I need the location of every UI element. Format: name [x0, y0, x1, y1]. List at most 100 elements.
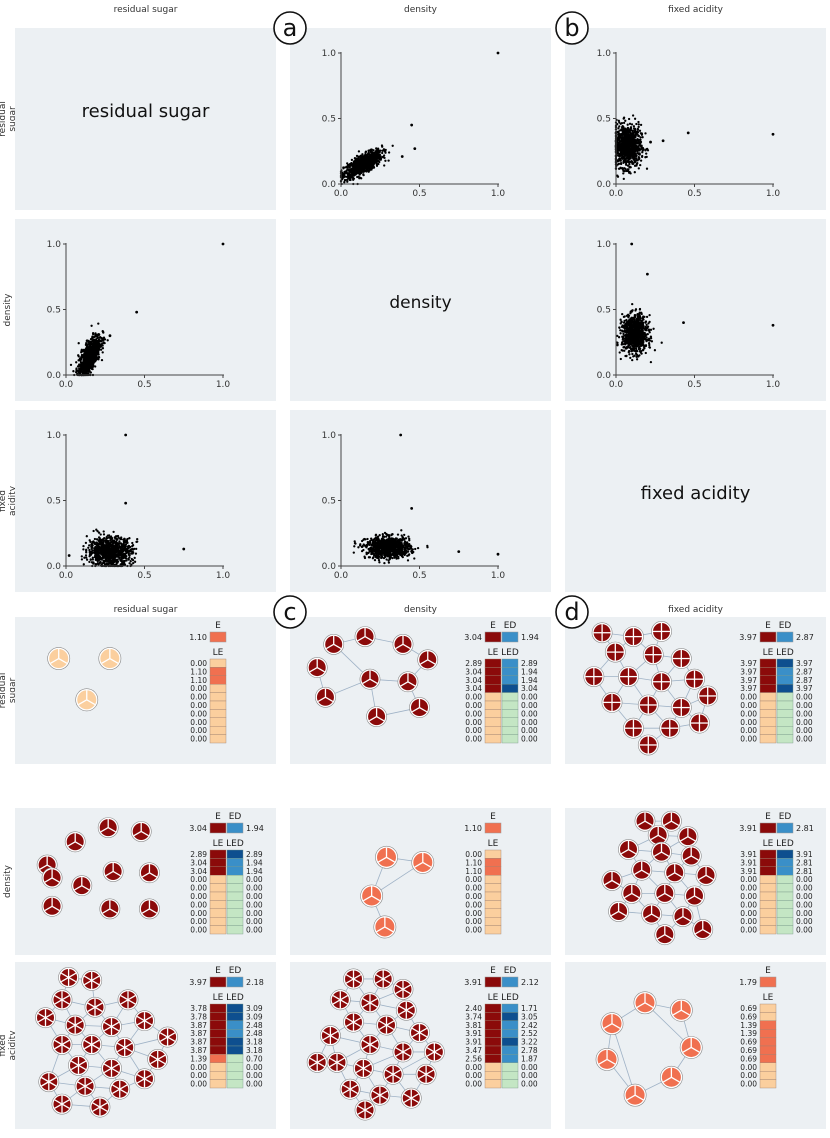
x-tick-label: 0.0 [609, 189, 624, 199]
scatter-point [638, 167, 640, 169]
x-tick-label: 0.5 [412, 189, 426, 199]
scatter-point [649, 346, 651, 348]
scatter-point [640, 132, 642, 134]
scatter-point [87, 372, 89, 374]
scatter-point [395, 557, 397, 559]
scatter-point [357, 546, 359, 548]
scatter-point [661, 342, 663, 344]
scatter-point [85, 549, 87, 551]
scatter-outlier-point [662, 139, 665, 142]
scatter-point [636, 131, 638, 133]
scatter-point [635, 135, 637, 137]
scatter-point [100, 337, 102, 339]
scatter-point [101, 359, 103, 361]
y-tick-label: 0.0 [597, 180, 612, 190]
scatter-point [630, 161, 632, 163]
scatter-point [350, 174, 352, 176]
scatter-point [86, 367, 88, 369]
scatter-point [631, 123, 633, 125]
scatter-point [633, 131, 635, 133]
scatter-point [351, 159, 353, 161]
scatter-outlier-point [682, 321, 685, 324]
scatter-point [116, 538, 118, 540]
scatter-point [622, 126, 624, 128]
scatter-point [631, 330, 633, 332]
scatter-point [381, 152, 383, 154]
scatter-point [385, 558, 387, 560]
scatter-point [634, 158, 636, 160]
scatter-point [96, 337, 98, 339]
scatter-point [639, 341, 641, 343]
scatter-point [383, 157, 385, 159]
scatter-point [384, 532, 386, 534]
scatter-point [114, 553, 116, 555]
scatter-point [85, 342, 87, 344]
scatter-point [624, 134, 626, 136]
scatter-point [79, 368, 81, 370]
scatter-point [344, 171, 346, 173]
scatter-point [361, 166, 363, 168]
scatter-point [628, 118, 630, 120]
scatter-point [632, 333, 634, 335]
x-tick-label: 0.0 [59, 380, 74, 390]
scatter-point [630, 157, 632, 159]
grid-column-header: fixed acidity [668, 5, 724, 15]
network-row-label: density [3, 864, 13, 898]
scatter-point [636, 159, 638, 161]
scatter-point [126, 549, 128, 551]
scatter-point [87, 547, 89, 549]
grid-column-header: density [404, 5, 438, 15]
scatter-point [110, 557, 112, 559]
scatter-point [94, 563, 96, 565]
scatter-point [91, 543, 93, 545]
scatter-point [82, 548, 84, 550]
scatter-point [624, 343, 626, 345]
scatter-point [94, 541, 96, 543]
scatter-point [101, 546, 103, 548]
scatter-point [632, 138, 634, 140]
scatter-point [631, 311, 633, 313]
y-tick-label: 0.0 [322, 180, 337, 190]
scatter-point [88, 549, 90, 551]
scatter-point [623, 316, 625, 318]
scatter-point [132, 551, 134, 553]
scatter-point [358, 156, 360, 158]
scatter-point [90, 546, 92, 548]
scatter-point [648, 344, 650, 346]
scatter-point [619, 136, 621, 138]
scatter-point [92, 333, 94, 335]
scatter-point [93, 341, 95, 343]
scatter-point [647, 322, 649, 324]
scatter-point [358, 176, 360, 178]
scatter-point [87, 348, 89, 350]
x-tick-label: 1.0 [766, 380, 781, 390]
scatter-point [642, 325, 644, 327]
scatter-point [628, 343, 630, 345]
scatter-point [627, 169, 629, 171]
scatter-point [379, 149, 381, 151]
scatter-point [357, 166, 359, 168]
scatter-point [624, 355, 626, 357]
scatter-point [636, 142, 638, 144]
scatter-point [123, 543, 125, 545]
scatter-point [392, 145, 394, 147]
scatter-point [78, 355, 80, 357]
scatter-point [623, 178, 625, 180]
y-tick-label: 1.0 [47, 240, 62, 250]
scatter-point [90, 354, 92, 356]
scatter-point [630, 127, 632, 129]
scatter-point [86, 345, 88, 347]
scatter-point [349, 165, 351, 167]
scatter-point [90, 325, 92, 327]
y-tick-label: 0.5 [322, 115, 336, 125]
row-label-line: residual [0, 101, 8, 137]
scatter-point [646, 316, 648, 318]
scatter-point [365, 156, 367, 158]
scatter-point [98, 356, 100, 358]
scatter-point [83, 367, 85, 369]
scatter-point [358, 150, 360, 152]
scatter-point [648, 314, 650, 316]
scatter-point [132, 548, 134, 550]
scatter-point [113, 559, 115, 561]
